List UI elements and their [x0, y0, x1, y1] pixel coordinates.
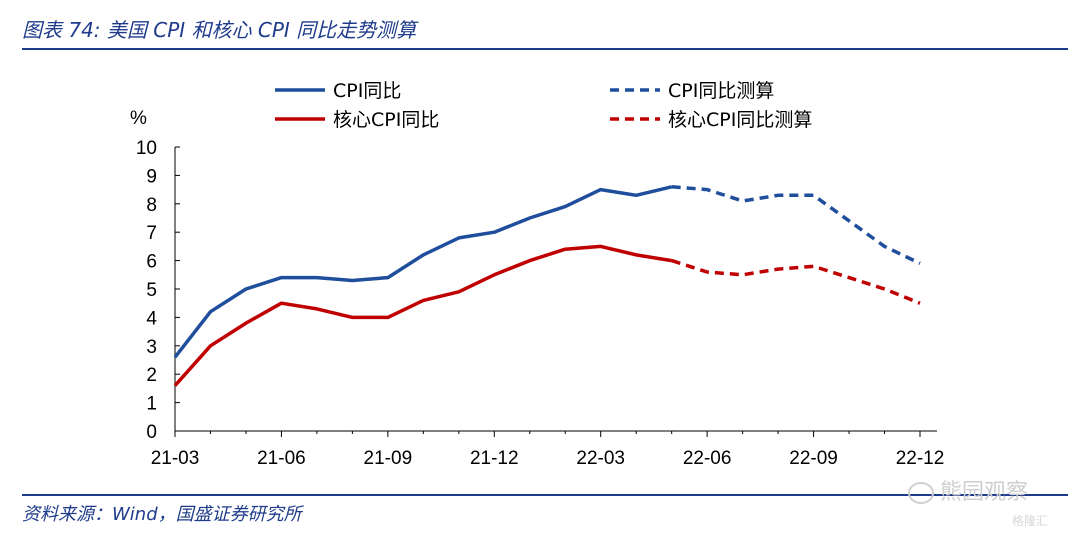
watermark: 熊园观察 — [908, 474, 1028, 506]
legend-label-2: 核心CPI同比 — [333, 109, 439, 131]
bottom-rule — [22, 494, 1068, 496]
x-tick-label: 21-12 — [470, 448, 519, 469]
y-tick-label: 3 — [146, 337, 157, 358]
legend-label-3: 核心CPI同比测算 — [668, 109, 812, 131]
top-rule — [22, 48, 1068, 50]
wechat-icon — [908, 482, 934, 504]
x-tick-label: 22-09 — [789, 448, 838, 469]
y-tick-label: 0 — [146, 422, 157, 443]
y-tick-label: 7 — [146, 223, 157, 244]
legend-label-1: CPI同比测算 — [668, 80, 774, 102]
y-tick-label: 5 — [146, 280, 157, 301]
x-tick-label: 21-03 — [151, 448, 200, 469]
series-line-2 — [173, 244, 672, 387]
x-tick-label: 22-03 — [576, 448, 625, 469]
x-tick-label: 21-09 — [364, 448, 413, 469]
series-line-3 — [671, 258, 921, 305]
x-tick-label: 21-06 — [257, 448, 306, 469]
y-tick-label: 10 — [136, 138, 157, 159]
y-tick-label: 8 — [146, 195, 157, 216]
figure-title: 图表 74: 美国 CPI 和核心 CPI 同比走势测算 — [22, 18, 417, 42]
y-tick-label: 1 — [146, 394, 157, 415]
y-axis-label: % — [130, 108, 147, 129]
y-tick-label: 6 — [146, 252, 157, 273]
source-note: 资料来源：Wind，国盛证券研究所 — [22, 504, 302, 525]
legend-label-0: CPI同比 — [333, 80, 401, 102]
series-line-1 — [671, 185, 921, 265]
y-tick-label: 4 — [146, 308, 157, 329]
series-line-0 — [173, 185, 673, 359]
watermark-text: 熊园观察 — [940, 480, 1029, 505]
watermark-small: 格隆汇 — [1012, 514, 1049, 528]
y-tick-label: 2 — [146, 365, 157, 386]
x-tick-label: 22-12 — [896, 448, 945, 469]
y-tick-label: 9 — [146, 166, 157, 187]
x-tick-label: 22-06 — [683, 448, 732, 469]
